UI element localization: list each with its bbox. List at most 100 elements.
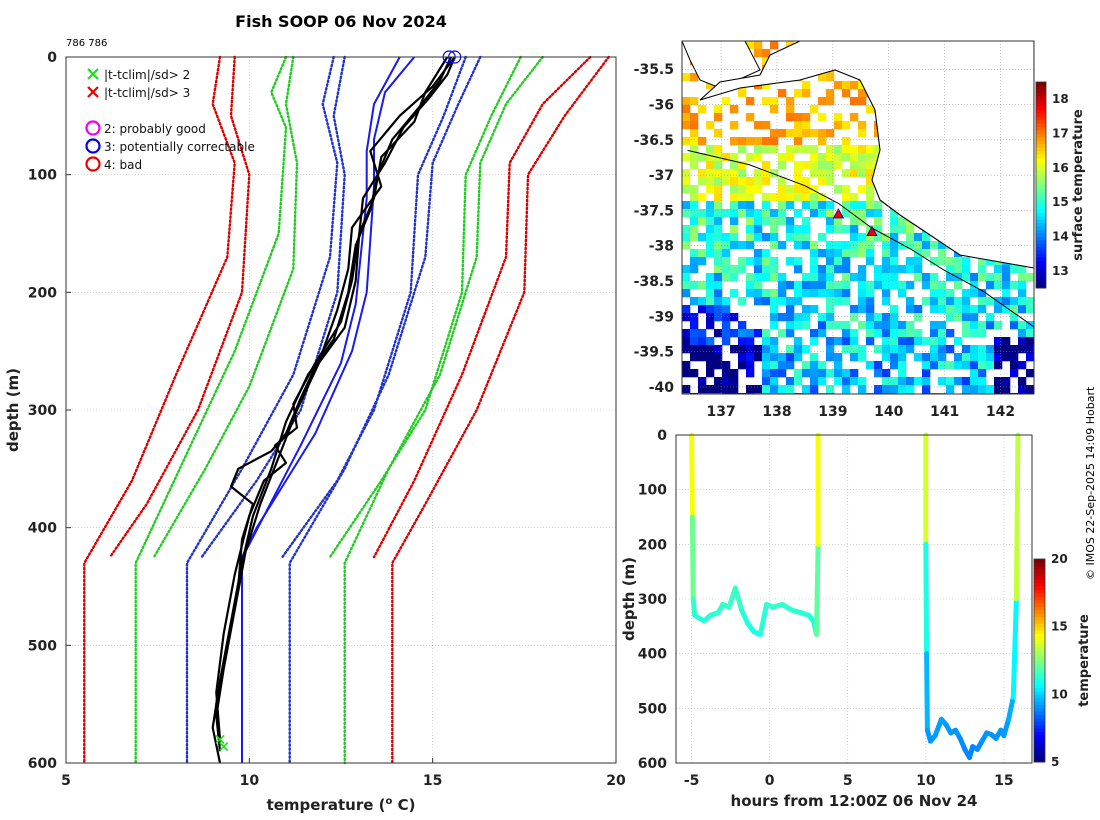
- sst-pixel: [850, 345, 859, 354]
- time-colorbar-segment: [1034, 758, 1045, 763]
- profile-id-label: 786 786: [66, 38, 107, 49]
- sst-pixel: [826, 345, 835, 354]
- sst-pixel: [690, 201, 699, 210]
- sst-pixel: [770, 369, 779, 378]
- time-colorbar-tick-label: 10: [1051, 687, 1068, 701]
- sst-pixel: [754, 145, 763, 154]
- sst-pixel: [930, 297, 939, 306]
- sst-pixel: [690, 217, 699, 226]
- sst-pixel: [850, 329, 859, 338]
- sst-pixel: [994, 361, 1003, 370]
- time-colorbar-tick-label: 5: [1051, 755, 1059, 769]
- sst-pixel: [898, 353, 907, 362]
- sst-pixel: [946, 361, 955, 370]
- sst-pixel: [714, 201, 723, 210]
- sst-pixel: [762, 145, 771, 154]
- sst-pixel: [898, 241, 907, 250]
- sst-pixel: [978, 305, 987, 314]
- sst-pixel: [994, 305, 1003, 314]
- sst-pixel: [682, 121, 691, 130]
- sst-pixel: [898, 377, 907, 386]
- sst-pixel: [834, 321, 843, 330]
- time-colorbar-segment: [1034, 582, 1045, 587]
- sst-pixel: [754, 137, 763, 146]
- track-segment-segment-1: [732, 585, 745, 613]
- sst-pixel: [858, 129, 867, 138]
- sst-pixel: [858, 289, 867, 298]
- legend-circle-icon: [85, 156, 101, 172]
- sst-pixel: [794, 137, 803, 146]
- sst-pixel: [690, 297, 699, 306]
- sst-pixel: [786, 233, 795, 242]
- sst-pixel: [1002, 345, 1011, 354]
- sst-pixel: [730, 137, 739, 146]
- sst-pixel: [1002, 337, 1011, 346]
- time-colorbar-segment: [1034, 596, 1045, 601]
- time-colorbar-segment: [1034, 670, 1045, 675]
- sst-pixel: [826, 297, 835, 306]
- sst-pixel: [762, 201, 771, 210]
- sst-pixel: [954, 361, 963, 370]
- sst-pixel: [762, 249, 771, 258]
- track-segment-segment-2: [1010, 596, 1019, 700]
- sst-pixel: [802, 305, 811, 314]
- track-segment-segment-1: [689, 432, 695, 520]
- sst-pixel: [682, 97, 691, 106]
- sst-pixel: [938, 305, 947, 314]
- sst-pixel: [930, 305, 939, 314]
- sst-pixel: [1026, 297, 1034, 306]
- sst-pixel: [770, 105, 779, 114]
- sst-pixel: [1026, 345, 1034, 354]
- sst-pixel: [954, 313, 963, 322]
- time-colorbar-segment: [1034, 711, 1045, 716]
- sst-pixel: [914, 265, 923, 274]
- sst-pixel: [738, 161, 747, 170]
- sst-pixel: [914, 329, 923, 338]
- sst-pixel: [810, 185, 819, 194]
- sst-pixel: [706, 225, 715, 234]
- sst-pixel: [722, 233, 731, 242]
- sst-pixel: [1010, 281, 1019, 290]
- sst-pixel: [746, 209, 755, 218]
- sst-pixel: [906, 345, 915, 354]
- sst-pixel: [850, 241, 859, 250]
- colorbar-segment: [1036, 236, 1046, 241]
- time-x-tick-label: 5: [843, 773, 853, 789]
- sst-pixel: [754, 225, 763, 234]
- sst-pixel: [1026, 305, 1034, 314]
- sst-pixel: [690, 185, 699, 194]
- sst-pixel: [794, 121, 803, 130]
- sst-pixel: [826, 225, 835, 234]
- sst-pixel: [730, 217, 739, 226]
- time-colorbar-label: temperature: [1077, 614, 1092, 707]
- sst-pixel: [922, 337, 931, 346]
- sst-pixel: [682, 289, 691, 298]
- map-y-tick-label: -39.5: [634, 345, 674, 361]
- sst-pixel: [810, 249, 819, 258]
- sst-pixel: [746, 385, 755, 394]
- map-x-tick-label: 137: [706, 404, 735, 420]
- sst-pixel: [978, 321, 987, 330]
- sst-pixel: [1002, 281, 1011, 290]
- sst-pixel: [890, 281, 899, 290]
- sst-pixel: [930, 329, 939, 338]
- sst-pixel: [810, 257, 819, 266]
- envelope-blue-left: [185, 55, 339, 765]
- time-x-tick-label: -5: [684, 773, 700, 789]
- sst-pixel: [946, 377, 955, 386]
- envelope-green-right-2: [328, 55, 522, 559]
- sst-pixel: [810, 377, 819, 386]
- sst-pixel: [866, 185, 875, 194]
- sst-pixel: [850, 217, 859, 226]
- sst-pixel: [754, 353, 763, 362]
- sst-pixel: [794, 297, 803, 306]
- colorbar-segment: [1036, 147, 1046, 152]
- sst-pixel: [738, 137, 747, 146]
- sst-pixel: [746, 217, 755, 226]
- sst-pixel: [786, 345, 795, 354]
- sst-pixel: [738, 361, 747, 370]
- time-colorbar-segment: [1034, 630, 1045, 634]
- time-colorbar-segment: [1034, 728, 1045, 733]
- sst-pixel: [898, 361, 907, 370]
- sst-pixel: [890, 265, 899, 274]
